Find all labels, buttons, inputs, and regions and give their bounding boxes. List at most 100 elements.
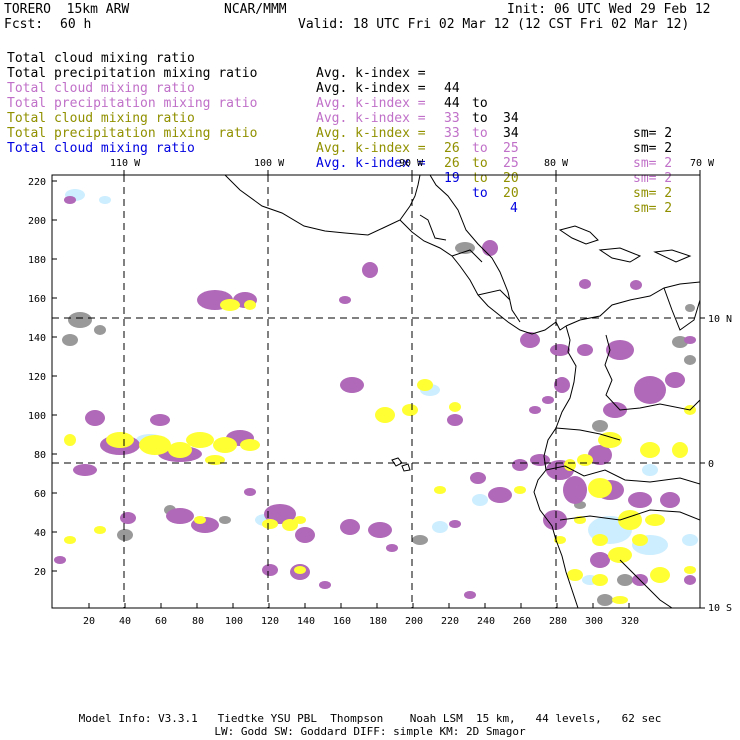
valid-time: Valid: 18 UTC Fri 02 Mar 12 (12 CST Fri …	[298, 17, 690, 32]
caribbean-coastline	[429, 175, 521, 323]
cloud-patch	[603, 402, 627, 418]
country-border	[663, 287, 700, 331]
country-border	[555, 427, 621, 441]
cloud-patch	[642, 464, 658, 476]
lon-label: 80 W	[544, 158, 569, 169]
cloud-patch	[592, 420, 608, 432]
legend-row: Total precipitation mixing ratio Avg. k-…	[7, 111, 672, 231]
legend-k-to: 4	[510, 201, 518, 216]
cloud-patch	[665, 372, 685, 388]
cloud-patch	[449, 520, 461, 528]
cloud-patch	[598, 432, 622, 448]
cloud-patch	[54, 556, 66, 564]
x-tick-label: 80	[192, 616, 204, 627]
lon-label: 110 W	[110, 158, 141, 169]
cloud-patch	[294, 516, 306, 524]
cloud-patch	[472, 494, 488, 506]
legend-k-to: 25	[503, 141, 519, 156]
x-tick-label: 320	[621, 616, 639, 627]
legend-field: Total cloud mixing ratio	[7, 51, 195, 66]
legend-k-from: 44	[444, 96, 460, 111]
legend-kidx-label: Avg. k-index =	[316, 66, 426, 81]
cloud-fields	[54, 189, 698, 606]
x-tick-label: 140	[297, 616, 315, 627]
legend-k-from: 33	[444, 111, 460, 126]
legend-field: Total precipitation mixing ratio	[7, 96, 258, 111]
legend-k-from: 44	[444, 81, 460, 96]
cloud-patch	[64, 434, 76, 446]
init-time: Init: 06 UTC Wed 29 Feb 12	[507, 2, 711, 17]
cloud-patch	[512, 459, 528, 471]
model-title: TORERO 15km ARW	[4, 2, 130, 17]
y-tick-label: 60	[34, 489, 46, 500]
cloud-patch	[220, 299, 240, 311]
forecast-label: Fcst:	[4, 17, 44, 32]
cloud-patch	[449, 402, 461, 412]
legend-k-to: 20	[503, 186, 519, 201]
x-tick-label: 60	[155, 616, 167, 627]
coastlines	[224, 175, 700, 608]
cloud-patch	[634, 376, 666, 404]
x-tick-label: 120	[261, 616, 279, 627]
country-border	[559, 509, 700, 521]
cloud-patch	[412, 535, 428, 545]
cloud-patch	[630, 280, 642, 290]
cloud-patch	[240, 439, 260, 451]
cloud-patch	[597, 594, 613, 606]
cloud-patch	[592, 574, 608, 586]
cloud-patch	[386, 544, 398, 552]
country-border	[619, 559, 673, 608]
y-tick-label: 140	[28, 333, 46, 344]
cloud-patch	[482, 240, 498, 256]
cloud-patch	[606, 340, 634, 360]
legend-smoothing: sm= 2	[633, 186, 673, 201]
cloud-patch	[590, 552, 610, 568]
cloud-patch	[94, 526, 106, 534]
cloud-patch	[368, 522, 392, 538]
cloud-patch	[120, 512, 136, 524]
cloud-patch	[244, 300, 256, 310]
cloud-patch	[530, 454, 550, 466]
latlon-grid	[52, 175, 700, 608]
cloud-patch	[150, 414, 170, 426]
cloud-patch	[262, 564, 278, 576]
cloud-patch	[262, 519, 278, 529]
legend-field: Total cloud mixing ratio	[7, 141, 195, 156]
legend-to: to	[472, 126, 488, 141]
cloud-patch	[514, 486, 526, 494]
cloud-patch	[282, 519, 298, 531]
legend-field: Total cloud mixing ratio	[7, 111, 195, 126]
legend-smoothing: sm= 2	[633, 156, 673, 171]
lat-label: 0	[708, 459, 714, 470]
cloud-patch	[340, 519, 360, 535]
country-border	[477, 289, 511, 301]
cloud-patch	[64, 196, 76, 204]
y-tick-label: 200	[28, 216, 46, 227]
cloud-patch	[684, 336, 696, 344]
legend-row: Total cloud mixing ratio Avg. k-index = …	[7, 126, 518, 231]
cloud-patch	[542, 396, 554, 404]
cloud-patch	[85, 410, 105, 426]
lat-label: 10 S	[708, 603, 732, 614]
x-tick-label: 160	[333, 616, 351, 627]
cloud-patch	[682, 534, 698, 546]
lon-label: 90 W	[399, 158, 424, 169]
cloud-patch	[470, 472, 486, 484]
cloud-patch	[645, 514, 665, 526]
lon-label: 70 W	[690, 158, 715, 169]
y-tick-label: 160	[28, 294, 46, 305]
legend-to: to	[472, 96, 488, 111]
cloud-patch	[94, 325, 106, 335]
island-outline	[401, 463, 411, 472]
cloud-patch	[64, 536, 76, 544]
lon-label: 100 W	[254, 158, 285, 169]
cloud-patch	[628, 492, 652, 508]
cloud-patch	[617, 574, 633, 586]
cloud-patch	[684, 355, 696, 365]
cloud-patch	[520, 332, 540, 348]
y-tick-label: 100	[28, 411, 46, 422]
legend-to: to	[472, 141, 488, 156]
legend-smoothing: sm= 2	[633, 126, 673, 141]
cloud-patch	[402, 404, 418, 416]
cloud-patch	[295, 527, 315, 543]
